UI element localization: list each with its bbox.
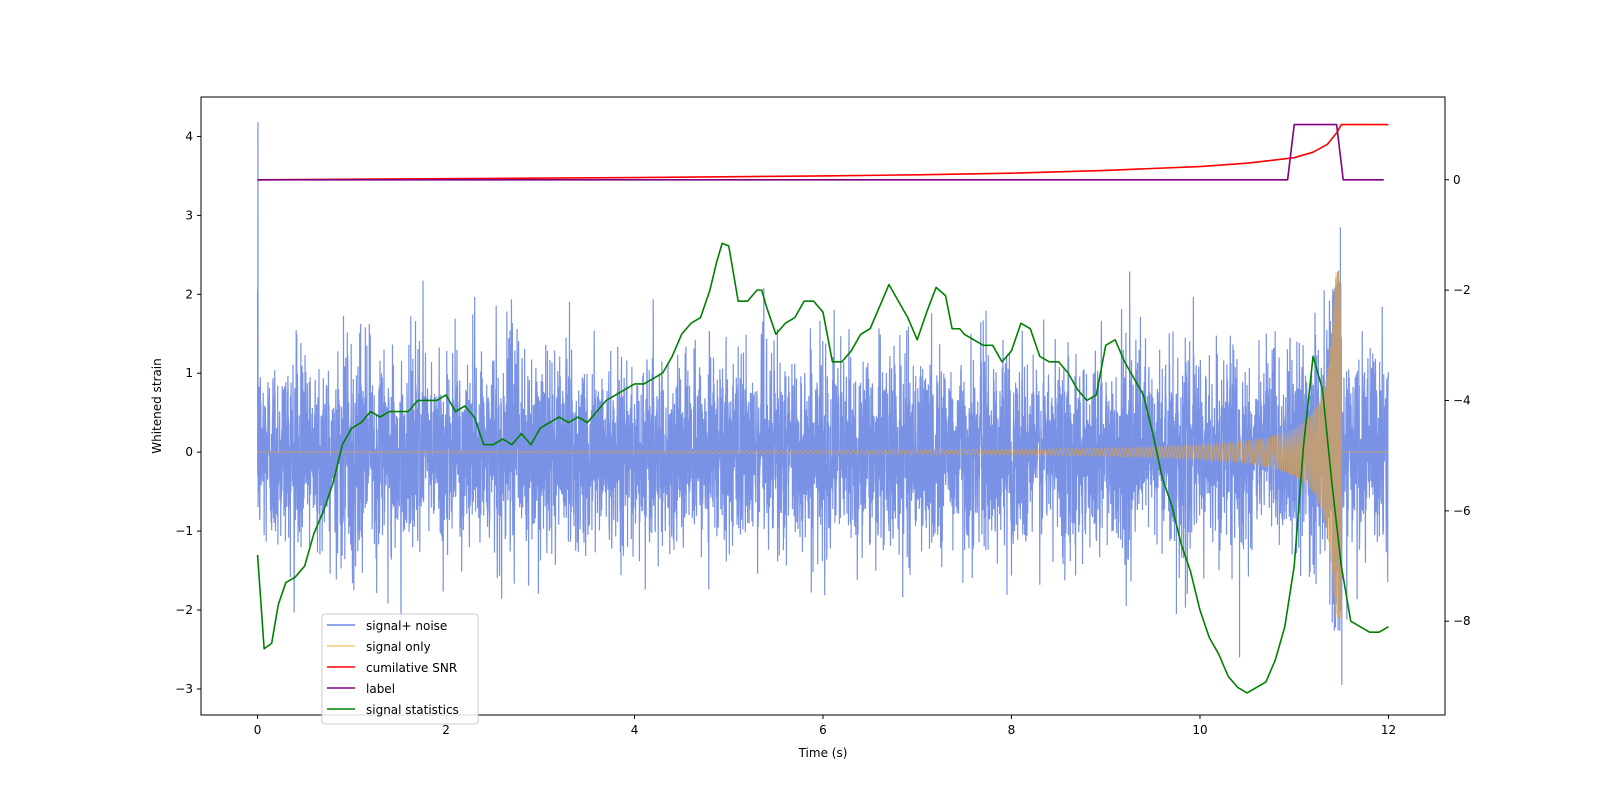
y-axis-label: Whitened strain (150, 358, 164, 454)
x-tick-label: 0 (254, 723, 262, 737)
series-label (257, 123, 1384, 181)
y2-tick-label: 0 (1453, 173, 1461, 187)
series-signal-noise (256, 122, 1390, 686)
y-tick-label: −2 (175, 603, 193, 617)
series-signal-statistics (256, 242, 1389, 694)
y-tick-label: 4 (185, 129, 193, 143)
legend-label-cumulative-snr: cumilative SNR (366, 661, 457, 675)
y-axis-ticks-right: −8 −6 −4 −2 0 (1445, 173, 1471, 628)
y-tick-label: −3 (175, 682, 193, 696)
y-tick-label: 1 (185, 366, 193, 380)
y2-tick-label: −6 (1453, 504, 1471, 518)
legend-label-signal-noise: signal+ noise (366, 619, 447, 633)
y-tick-label: 3 (185, 208, 193, 222)
series-layer (256, 122, 1390, 694)
x-tick-label: 12 (1381, 723, 1396, 737)
series-signal-only (257, 270, 1389, 618)
y2-tick-label: −8 (1453, 614, 1471, 628)
y-tick-label: 2 (185, 287, 193, 301)
legend-box (321, 613, 479, 725)
y2-tick-label: −2 (1453, 283, 1471, 297)
y2-tick-label: −4 (1453, 393, 1471, 407)
y-tick-label: 0 (185, 445, 193, 459)
y-axis-ticks-left: −3 −2 −1 0 1 2 3 4 (175, 129, 201, 696)
legend-label-signal-only: signal only (366, 640, 431, 654)
legend-label-signal-statistics: signal statistics (366, 703, 459, 717)
y-tick-label: −1 (175, 524, 193, 538)
x-tick-label: 10 (1192, 723, 1207, 737)
x-tick-label: 6 (819, 723, 827, 737)
x-tick-label: 2 (442, 723, 450, 737)
x-tick-label: 8 (1008, 723, 1016, 737)
legend-label-label: label (366, 682, 395, 696)
legend: signal+ noise signal only cumilative SNR… (321, 613, 479, 725)
x-tick-label: 4 (631, 723, 639, 737)
series-cumulative-snr (257, 123, 1389, 181)
x-axis-label: Time (s) (798, 746, 848, 760)
